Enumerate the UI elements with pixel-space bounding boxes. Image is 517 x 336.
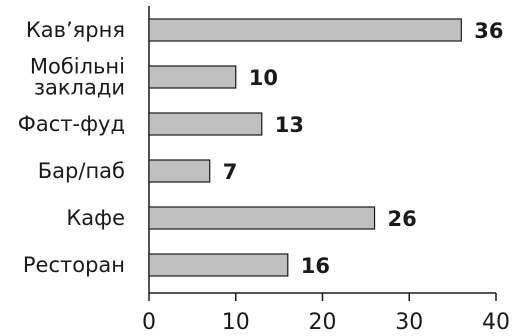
category-label: Бар/паб <box>38 159 125 183</box>
category-label-line: Кафе <box>66 206 125 230</box>
bar <box>148 253 289 277</box>
x-tick-label: 0 <box>142 310 156 335</box>
category-label: Мобільні заклади <box>30 55 125 100</box>
category-label-line: Бар/паб <box>38 159 125 183</box>
bar <box>148 18 462 42</box>
x-tick-label: 40 <box>482 310 510 335</box>
bar <box>148 112 263 136</box>
data-label: 26 <box>388 207 417 231</box>
data-label: 36 <box>474 19 503 43</box>
data-label: 7 <box>223 160 238 184</box>
category-label-line: Кав’ярня <box>26 18 125 42</box>
bar <box>148 65 237 89</box>
category-label: Кафе <box>66 206 125 230</box>
category-label-line: Ресторан <box>23 253 125 277</box>
bar <box>148 159 211 183</box>
x-tick-label: 10 <box>222 310 250 335</box>
category-label-line: заклади <box>34 76 125 100</box>
category-label: Ресторан <box>23 253 125 277</box>
data-label: 13 <box>275 113 304 137</box>
category-label-line: Мобільні <box>30 55 125 79</box>
x-tick-label: 20 <box>309 310 337 335</box>
category-label: Фаст-фуд <box>18 112 125 136</box>
category-label-line: Фаст-фуд <box>18 112 125 136</box>
bar <box>148 206 376 230</box>
category-label: Кав’ярня <box>26 18 125 42</box>
data-label: 10 <box>249 66 278 90</box>
data-label: 16 <box>301 254 330 278</box>
x-tick-label: 30 <box>395 310 423 335</box>
